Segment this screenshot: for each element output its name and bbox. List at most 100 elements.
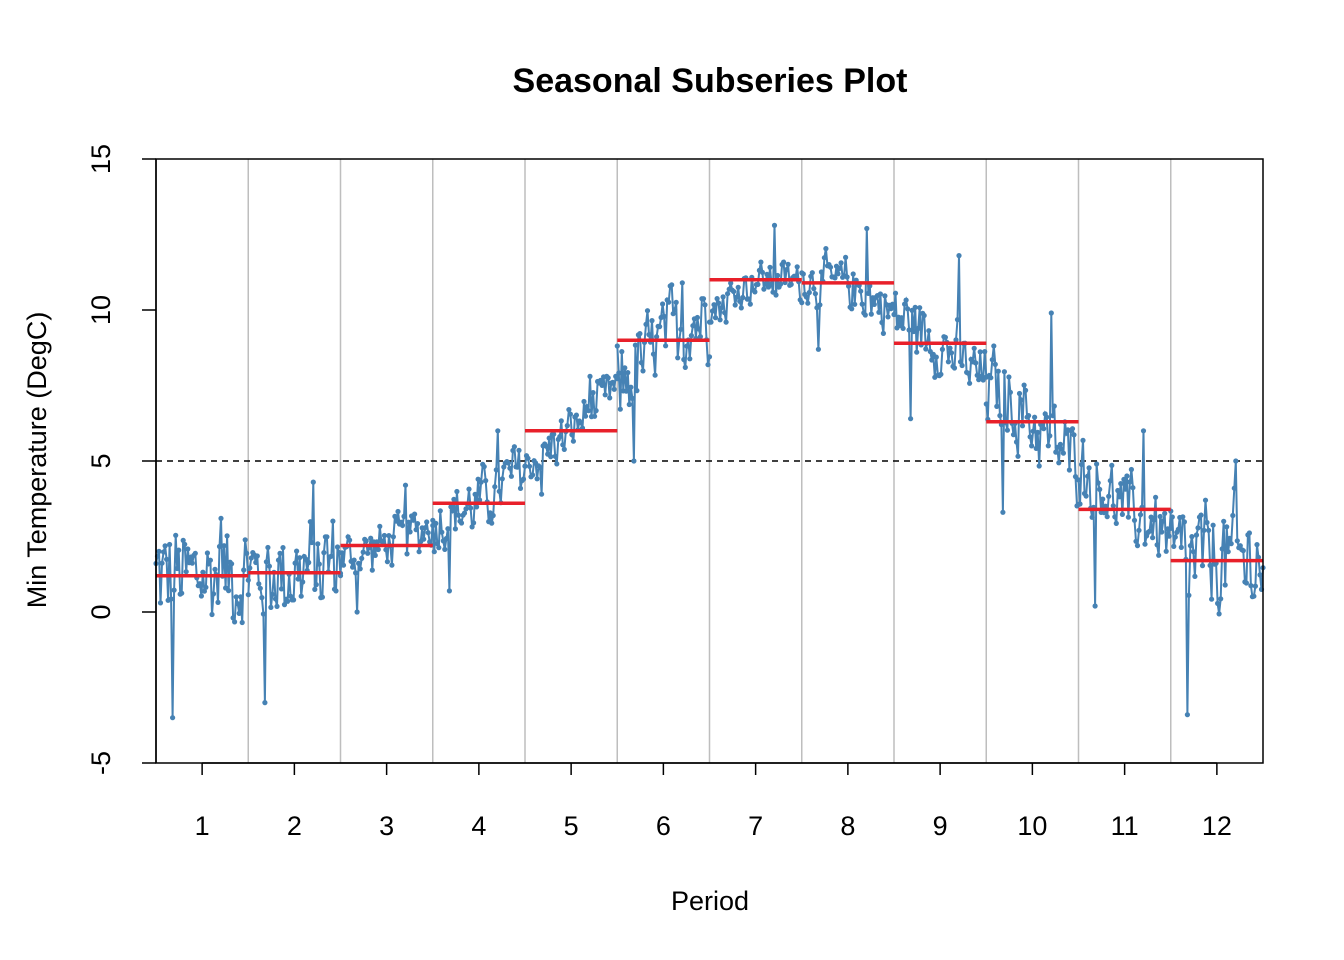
data-point xyxy=(728,280,734,286)
data-point xyxy=(1095,480,1101,486)
data-point xyxy=(495,428,501,434)
data-point xyxy=(1072,474,1079,480)
data-point xyxy=(454,488,460,495)
data-point xyxy=(269,591,275,598)
data-point xyxy=(434,541,440,547)
data-point xyxy=(340,562,347,568)
data-point xyxy=(799,300,805,306)
data-point xyxy=(1097,486,1103,492)
data-point xyxy=(452,526,458,532)
data-point xyxy=(461,510,468,516)
data-point xyxy=(1204,519,1210,526)
data-point xyxy=(759,269,766,275)
data-point xyxy=(643,321,649,327)
data-point xyxy=(472,491,478,497)
data-point xyxy=(455,512,462,518)
data-point xyxy=(1227,535,1233,541)
data-point xyxy=(560,442,566,448)
data-point xyxy=(1128,466,1134,473)
data-point xyxy=(499,476,505,482)
data-point xyxy=(673,299,679,305)
data-point xyxy=(994,403,1000,409)
data-point xyxy=(977,349,983,355)
data-point xyxy=(989,357,995,363)
data-point xyxy=(965,370,971,376)
data-point xyxy=(216,543,223,550)
data-point xyxy=(207,557,213,563)
data-point xyxy=(1021,382,1027,388)
data-point xyxy=(867,283,873,289)
data-point xyxy=(351,557,357,563)
data-point xyxy=(1169,514,1175,520)
data-point xyxy=(1184,712,1190,718)
y-tick-label: 15 xyxy=(86,144,116,174)
data-point xyxy=(505,460,511,466)
data-point xyxy=(578,420,584,426)
data-point xyxy=(933,354,939,360)
data-point xyxy=(862,312,868,318)
x-tick-label: 12 xyxy=(1202,811,1232,841)
data-point xyxy=(402,482,409,488)
data-point xyxy=(164,556,170,562)
data-point xyxy=(835,271,841,277)
data-point xyxy=(1252,583,1258,589)
data-point xyxy=(1053,449,1059,455)
data-point xyxy=(180,537,186,544)
data-point xyxy=(168,596,174,602)
data-point xyxy=(702,302,708,308)
data-point xyxy=(1086,465,1092,471)
data-point xyxy=(266,563,272,569)
data-point xyxy=(1151,517,1157,523)
data-point xyxy=(262,700,268,706)
data-point xyxy=(948,350,955,356)
data-point xyxy=(374,539,380,545)
data-point xyxy=(319,594,325,600)
data-point xyxy=(705,362,711,368)
data-point xyxy=(1122,486,1128,492)
data-point xyxy=(303,556,309,562)
data-point xyxy=(806,289,812,296)
data-point xyxy=(650,351,657,357)
data-point xyxy=(1142,541,1148,547)
data-point xyxy=(185,546,191,552)
data-point xyxy=(1178,544,1184,551)
data-point xyxy=(399,522,406,529)
data-point xyxy=(171,587,177,593)
data-point xyxy=(1131,517,1138,523)
data-point xyxy=(1036,463,1042,469)
data-point xyxy=(864,225,870,232)
data-point xyxy=(442,546,448,553)
data-point xyxy=(312,586,318,593)
data-point xyxy=(226,588,232,594)
data-point xyxy=(1156,552,1162,558)
data-point xyxy=(737,298,743,304)
data-point xyxy=(1015,453,1021,459)
data-point xyxy=(1119,511,1125,517)
data-point xyxy=(640,368,646,374)
x-tick-label: 3 xyxy=(379,811,394,841)
data-point xyxy=(356,560,362,567)
data-point xyxy=(315,541,321,547)
data-point xyxy=(1018,397,1024,403)
data-point xyxy=(368,535,374,541)
data-point xyxy=(800,271,806,277)
data-point xyxy=(991,343,997,349)
data-point xyxy=(253,559,259,566)
data-point xyxy=(666,299,672,305)
data-point xyxy=(517,485,524,491)
data-point xyxy=(738,305,744,311)
data-point xyxy=(629,395,636,401)
data-point xyxy=(700,296,707,302)
data-point xyxy=(971,345,977,351)
data-point xyxy=(1127,479,1133,485)
data-point xyxy=(1216,611,1222,617)
data-point xyxy=(1154,542,1160,548)
x-tick-label: 6 xyxy=(656,811,671,841)
data-point xyxy=(489,520,495,526)
data-point xyxy=(1029,443,1035,449)
data-point xyxy=(328,553,334,559)
data-point xyxy=(1230,512,1236,519)
data-point xyxy=(1137,512,1144,518)
data-point xyxy=(200,569,206,575)
data-point xyxy=(1056,460,1062,466)
